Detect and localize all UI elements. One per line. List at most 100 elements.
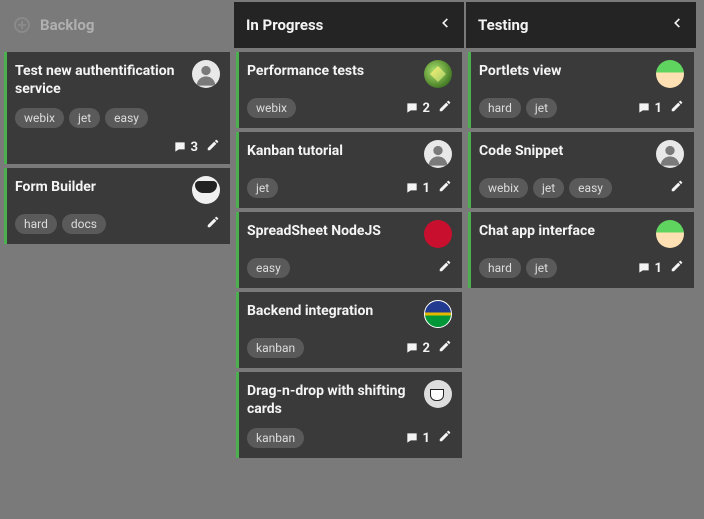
card-title: Chat app interface <box>479 220 650 240</box>
card-actions <box>670 179 684 197</box>
edit-icon[interactable] <box>670 179 684 197</box>
card-tags: hardjet <box>479 98 631 118</box>
avatar[interactable] <box>424 220 452 248</box>
avatar[interactable] <box>424 300 452 328</box>
card-actions: 1 <box>637 259 684 277</box>
edit-icon[interactable] <box>670 259 684 277</box>
card-list: Performance tests webix 2 Kanban tutorial j… <box>234 48 464 460</box>
column-title: Backlog <box>40 16 94 34</box>
column-header[interactable]: Backlog <box>2 2 232 48</box>
column-title: In Progress <box>246 16 438 34</box>
avatar[interactable] <box>656 140 684 168</box>
tag[interactable]: jet <box>526 258 557 278</box>
column-backlog: Backlog Test new authentification service… <box>2 2 232 460</box>
chevron-left-icon[interactable] <box>670 16 684 34</box>
tag[interactable]: hard <box>479 98 521 118</box>
comment-count[interactable]: 2 <box>405 341 430 356</box>
avatar[interactable] <box>424 60 452 88</box>
column-title: Testing <box>478 16 670 34</box>
edit-icon[interactable] <box>438 339 452 357</box>
card-title: Performance tests <box>247 60 418 80</box>
edit-icon[interactable] <box>438 99 452 117</box>
avatar[interactable] <box>192 60 220 88</box>
tag[interactable]: hard <box>479 258 521 278</box>
kanban-card[interactable]: Chat app interface hardjet 1 <box>468 212 694 288</box>
kanban-card[interactable]: Backend integration kanban 2 <box>236 292 462 368</box>
chevron-left-icon[interactable] <box>438 16 452 34</box>
tag[interactable]: webix <box>247 98 296 118</box>
card-tags: kanban <box>247 338 399 358</box>
kanban-card[interactable]: Performance tests webix 2 <box>236 52 462 128</box>
card-title: Code Snippet <box>479 140 650 160</box>
comment-number: 1 <box>655 101 662 116</box>
avatar[interactable] <box>656 60 684 88</box>
card-title: Drag-n-drop with shifting cards <box>247 380 418 418</box>
comment-number: 1 <box>423 431 430 446</box>
card-title: Portlets view <box>479 60 650 80</box>
tag[interactable]: easy <box>105 108 148 128</box>
tag[interactable]: jet <box>69 108 100 128</box>
card-title: Kanban tutorial <box>247 140 418 160</box>
column-testing: TestingPortlets viewhardjet 1Code Snippe… <box>466 2 696 460</box>
comment-number: 1 <box>655 261 662 276</box>
tag[interactable]: webix <box>15 108 64 128</box>
tag[interactable]: docs <box>62 214 106 234</box>
comment-count[interactable]: 1 <box>637 101 662 116</box>
card-tags: hardjet <box>479 258 631 278</box>
column-header[interactable]: Testing <box>466 2 696 48</box>
card-tags: kanban <box>247 428 399 448</box>
kanban-card[interactable]: SpreadSheet NodeJSeasy <box>236 212 462 288</box>
tag[interactable]: hard <box>15 214 57 234</box>
kanban-card[interactable]: Drag-n-drop with shifting cards kanban 1 <box>236 372 462 458</box>
column-in_progress: In Progress Performance tests webix 2 Kanba… <box>234 2 464 460</box>
edit-icon[interactable] <box>438 179 452 197</box>
card-tags: harddocs <box>15 214 200 234</box>
kanban-board: Backlog Test new authentification service… <box>0 0 704 462</box>
edit-icon[interactable] <box>438 259 452 277</box>
tag[interactable]: webix <box>479 178 528 198</box>
comment-count[interactable]: 1 <box>405 181 430 196</box>
card-actions: 2 <box>405 99 452 117</box>
tag[interactable]: easy <box>247 258 290 278</box>
tag[interactable]: jet <box>533 178 564 198</box>
tag[interactable]: jet <box>526 98 557 118</box>
kanban-card[interactable]: Form Builder harddocs <box>4 168 230 244</box>
card-tags: webixjeteasy <box>479 178 664 198</box>
card-tags: jet <box>247 178 399 198</box>
edit-icon[interactable] <box>206 215 220 233</box>
card-title: Test new authentification service <box>15 60 186 98</box>
card-tags: webix <box>247 98 399 118</box>
kanban-card[interactable]: Kanban tutorial jet 1 <box>236 132 462 208</box>
edit-icon[interactable] <box>206 138 220 156</box>
kanban-card[interactable]: Test new authentification service webixje… <box>4 52 230 164</box>
edit-icon[interactable] <box>670 99 684 117</box>
card-title: Backend integration <box>247 300 418 320</box>
avatar[interactable] <box>424 140 452 168</box>
card-tags: easy <box>247 258 432 278</box>
card-actions <box>438 259 452 277</box>
tag[interactable]: jet <box>247 178 278 198</box>
edit-icon[interactable] <box>438 429 452 447</box>
tag[interactable]: kanban <box>247 338 304 358</box>
avatar[interactable] <box>656 220 684 248</box>
avatar[interactable] <box>192 176 220 204</box>
comment-number: 1 <box>423 181 430 196</box>
kanban-card[interactable]: Portlets view hardjet 1 <box>468 52 694 128</box>
card-tags: webixjeteasy <box>15 108 220 128</box>
card-actions: 1 <box>405 179 452 197</box>
comment-count[interactable]: 1 <box>405 431 430 446</box>
avatar[interactable] <box>424 380 452 408</box>
comment-number: 2 <box>423 101 430 116</box>
column-header[interactable]: In Progress <box>234 2 464 48</box>
card-list: Portlets viewhardjet 1Code Snippetwebixj… <box>466 48 696 290</box>
comment-count[interactable]: 2 <box>405 101 430 116</box>
card-actions: 1 <box>405 429 452 447</box>
add-card-icon[interactable] <box>14 17 30 33</box>
kanban-card[interactable]: Code Snippet webixjeteasy <box>468 132 694 208</box>
comment-count[interactable]: 1 <box>637 261 662 276</box>
tag[interactable]: easy <box>569 178 612 198</box>
card-title: Form Builder <box>15 176 186 196</box>
comment-number: 2 <box>423 341 430 356</box>
comment-count[interactable]: 3 <box>173 140 198 155</box>
tag[interactable]: kanban <box>247 428 304 448</box>
